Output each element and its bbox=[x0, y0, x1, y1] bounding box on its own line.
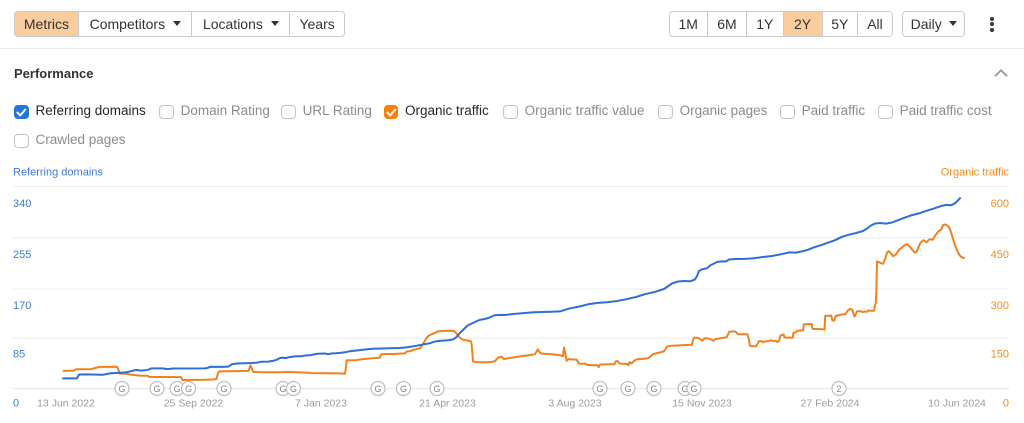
svg-text:G: G bbox=[220, 384, 227, 394]
svg-text:7 Jan 2023: 7 Jan 2023 bbox=[295, 397, 347, 409]
svg-text:G: G bbox=[185, 384, 192, 394]
svg-text:15 Nov 2023: 15 Nov 2023 bbox=[672, 397, 732, 409]
svg-text:G: G bbox=[433, 384, 440, 394]
svg-text:G: G bbox=[118, 384, 125, 394]
svg-text:27 Feb 2024: 27 Feb 2024 bbox=[801, 397, 860, 409]
svg-text:25 Sep 2022: 25 Sep 2022 bbox=[164, 397, 224, 409]
svg-text:13 Jun 2022: 13 Jun 2022 bbox=[37, 397, 95, 409]
svg-text:0: 0 bbox=[1003, 398, 1009, 410]
svg-text:G: G bbox=[290, 384, 297, 394]
svg-text:2: 2 bbox=[836, 384, 841, 394]
svg-text:450: 450 bbox=[991, 249, 1009, 261]
svg-text:G: G bbox=[374, 384, 381, 394]
svg-text:150: 150 bbox=[991, 348, 1009, 360]
svg-text:G: G bbox=[650, 384, 657, 394]
svg-text:G: G bbox=[153, 384, 160, 394]
svg-text:3 Aug 2023: 3 Aug 2023 bbox=[548, 397, 601, 409]
svg-text:600: 600 bbox=[991, 198, 1009, 210]
svg-text:G: G bbox=[279, 384, 286, 394]
svg-text:300: 300 bbox=[991, 300, 1009, 312]
svg-text:G: G bbox=[690, 384, 697, 394]
svg-text:255: 255 bbox=[13, 249, 31, 261]
svg-text:21 Apr 2023: 21 Apr 2023 bbox=[419, 397, 476, 409]
svg-text:G: G bbox=[681, 384, 688, 394]
svg-text:G: G bbox=[624, 384, 631, 394]
svg-text:Organic traffic: Organic traffic bbox=[941, 167, 1010, 179]
svg-text:85: 85 bbox=[13, 348, 25, 360]
svg-text:10 Jun 2024: 10 Jun 2024 bbox=[928, 397, 986, 409]
svg-text:170: 170 bbox=[13, 300, 31, 312]
svg-text:G: G bbox=[400, 384, 407, 394]
svg-text:0: 0 bbox=[13, 398, 19, 410]
svg-text:340: 340 bbox=[13, 198, 31, 210]
svg-text:G: G bbox=[173, 384, 180, 394]
svg-text:Referring domains: Referring domains bbox=[13, 167, 103, 179]
svg-text:G: G bbox=[596, 384, 603, 394]
